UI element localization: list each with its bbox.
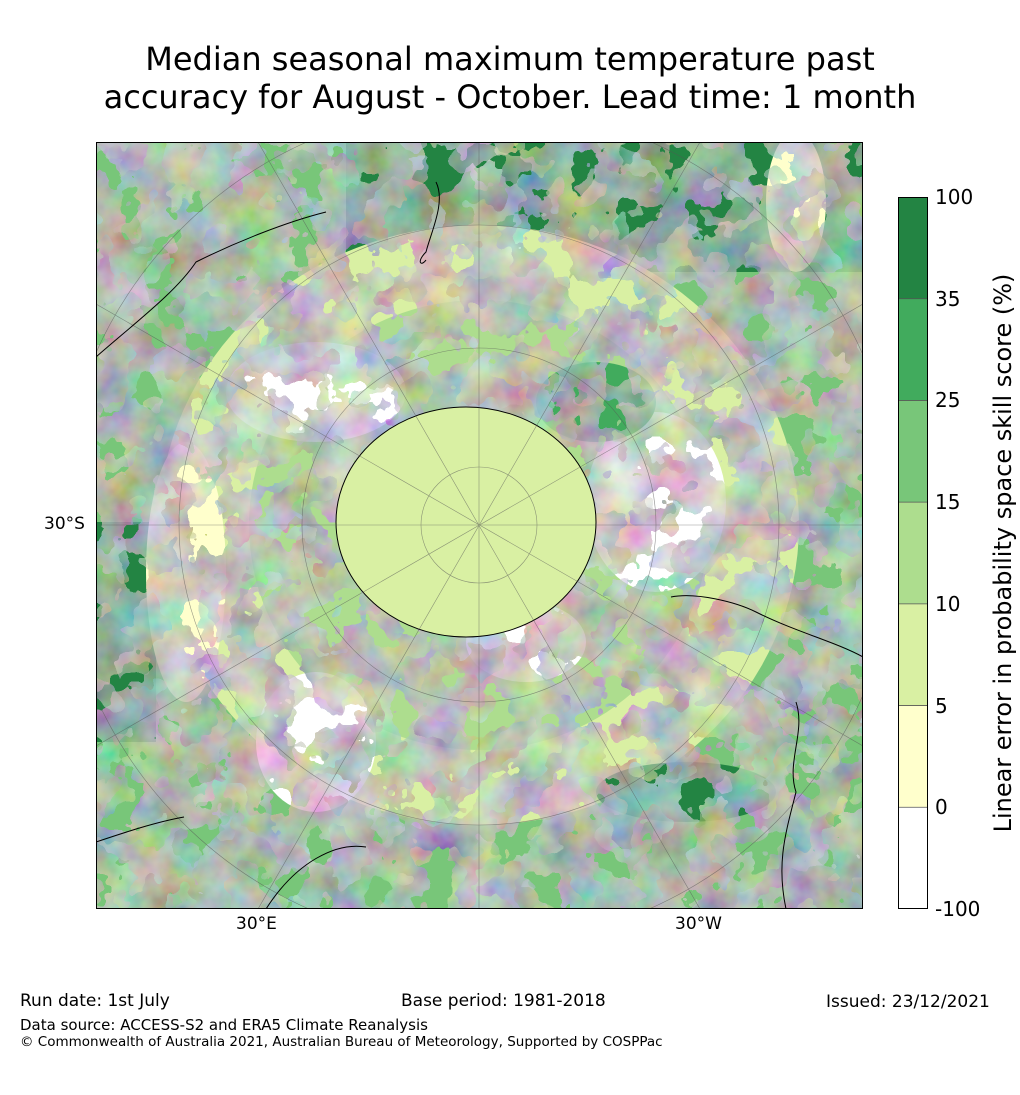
colorbar-tick-label: 10 [935,591,961,616]
colorbar-bin [898,298,928,401]
issued-date: Issued: 23/12/2021 [826,992,990,1012]
colorbar-bin [898,502,928,604]
title-line-1: Median seasonal maximum temperature past [145,40,875,78]
title-line-2: accuracy for August - October. Lead time… [103,78,917,116]
colorbar-tick-label: 100 [935,185,974,209]
colorbar-bin [898,705,928,808]
map-title: Median seasonal maximum temperature past… [0,40,1020,116]
polar-continent [335,406,597,638]
colorbar-bin [898,807,928,909]
colorbar-tick-label: 15 [935,490,961,515]
base-period: Base period: 1981-2018 [401,991,606,1011]
colorbar-bin [898,197,928,299]
colorbar-tick-label: 35 [935,286,961,311]
colorbar-bin [898,603,928,706]
lon-label-30e: 30°E [236,914,277,934]
polar-skill-map [96,142,863,909]
colorbar-tick-label: 25 [935,388,961,413]
colorbar-frame [898,197,928,909]
colorbar-bin [898,400,928,503]
data-source: Data source: ACCESS-S2 and ERA5 Climate … [20,1016,428,1034]
run-date: Run date: 1st July [20,991,170,1011]
colorbar-tick-label: -100 [935,897,981,921]
copyright: © Commonwealth of Australia 2021, Austra… [20,1034,663,1050]
colorbar-tick-label: 5 [935,693,948,718]
graticule [96,142,863,909]
coastlines [96,181,863,909]
colorbar-tick-label: 0 [935,795,948,820]
colorbar [898,197,928,909]
lat-label-30s: 30°S [44,514,85,534]
lon-label-30w: 30°W [675,914,722,934]
colorbar-title-text: Linear error in probability space skill … [989,273,1017,833]
